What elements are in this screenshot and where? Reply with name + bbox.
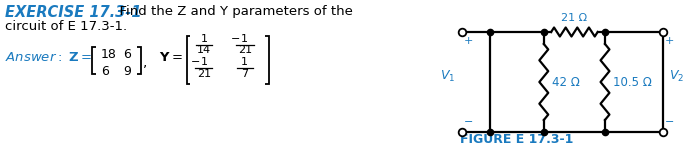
Text: $\mathbf{Y} =$: $\mathbf{Y} =$ [159,51,183,63]
Text: +: + [464,36,473,46]
Text: $\it{Answer:}$ $\mathbf{Z} =$: $\it{Answer:}$ $\mathbf{Z} =$ [5,51,92,63]
Text: 6: 6 [123,48,131,61]
Text: 42 Ω: 42 Ω [552,75,580,89]
Text: FIGURE E 17.3-1: FIGURE E 17.3-1 [460,133,573,146]
Text: 10.5 Ω: 10.5 Ω [613,75,652,89]
Text: 21: 21 [198,69,211,79]
Text: 18: 18 [101,48,117,61]
Text: 1: 1 [241,34,248,44]
Text: 1: 1 [241,57,248,67]
Text: −: − [191,57,200,67]
Text: circuit of E 17.3-1.: circuit of E 17.3-1. [5,20,127,33]
Text: 21 Ω: 21 Ω [561,13,587,23]
Text: ,: , [143,55,147,69]
Text: 14: 14 [198,45,211,55]
Text: −: − [231,34,241,44]
Text: 1: 1 [201,34,208,44]
Text: EXERCISE 17.3-1: EXERCISE 17.3-1 [5,5,141,20]
Text: Find the Z and Y parameters of the: Find the Z and Y parameters of the [110,5,353,18]
Text: 21: 21 [237,45,252,55]
Text: −: − [464,117,473,127]
Text: 6: 6 [101,65,108,78]
Text: 7: 7 [241,69,248,79]
Text: $V_1$: $V_1$ [440,68,455,84]
Text: $V_2$: $V_2$ [669,68,685,84]
Text: −: − [665,117,674,127]
Text: +: + [665,36,674,46]
Text: 1: 1 [201,57,208,67]
Text: 9: 9 [123,65,131,78]
